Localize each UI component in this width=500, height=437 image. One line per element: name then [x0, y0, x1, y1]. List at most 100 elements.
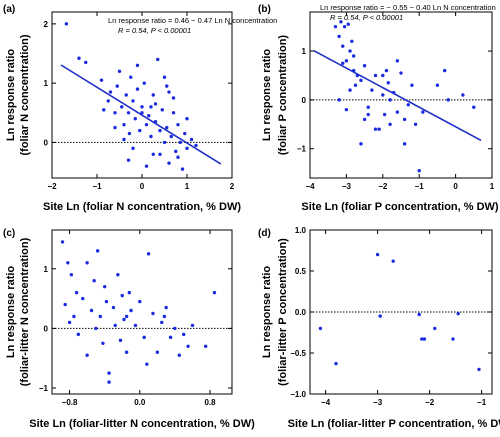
data-point [135, 63, 140, 68]
panel-d: (d) −4 −3 −2 −1 −1.0 −0.5 0.0 0.5 1.0 Site Ln (fol… [258, 226, 500, 430]
data-point [102, 108, 106, 112]
data-point [127, 131, 132, 136]
panel-label: (d) [258, 228, 271, 239]
x-axis-label: Site Ln (foliar N concentration, % DW) [43, 201, 241, 213]
x-tick-label: 1 [185, 182, 190, 191]
x-axis-label: Site Ln (foliar P concentration, % DW) [301, 201, 499, 213]
data-point [113, 125, 117, 130]
data-point [108, 90, 113, 94]
data-point [178, 140, 182, 145]
data-point [373, 73, 378, 78]
data-point [147, 114, 151, 118]
data-point [167, 90, 171, 94]
data-point [168, 335, 173, 340]
data-point [176, 155, 180, 159]
data-point [158, 152, 162, 156]
data-point [381, 93, 385, 97]
y-axis-label: Ln response ratio [261, 266, 273, 359]
data-point [122, 137, 126, 142]
data-point [417, 312, 421, 317]
panel-label: (a) [3, 4, 15, 15]
data-point [106, 99, 110, 103]
data-point [402, 117, 407, 122]
y-tick-label: 1 [44, 79, 49, 88]
data-point [126, 158, 131, 162]
y-tick-label: 1.0 [295, 226, 307, 235]
data-point [63, 302, 67, 307]
data-point [366, 105, 370, 109]
data-point [94, 326, 98, 331]
data-point [66, 261, 70, 265]
data-point [182, 332, 186, 337]
x-tick-label: −1 [415, 182, 425, 191]
data-point [104, 299, 109, 304]
data-point [433, 326, 437, 331]
data-point [99, 78, 104, 82]
data-point [382, 112, 387, 117]
plot-frame [309, 11, 493, 179]
data-point [351, 68, 356, 73]
data-point [391, 259, 395, 263]
data-point [124, 93, 128, 97]
data-point [151, 311, 155, 316]
data-point [174, 149, 178, 154]
data-point [388, 122, 392, 126]
data-point [212, 290, 217, 295]
data-point [183, 131, 187, 136]
data-point [167, 161, 171, 165]
data-point [173, 326, 177, 331]
data-point [451, 337, 455, 341]
regression-equation: Ln response ratio = − 0.55 − 0.40 Ln N c… [320, 3, 496, 12]
data-point [140, 111, 144, 115]
data-point [133, 323, 138, 328]
data-point [113, 111, 117, 115]
data-point [135, 87, 140, 91]
regression-stats: R = 0.54, P < 0.00001 [118, 26, 191, 35]
x-tick-label: −3 [373, 398, 383, 407]
data-point [333, 24, 338, 29]
data-point [162, 314, 167, 319]
data-point [113, 323, 117, 328]
data-point [165, 84, 169, 88]
data-point [126, 111, 131, 115]
data-point [151, 93, 155, 97]
x-tick-label: −2 [47, 182, 57, 191]
y-tick-label: −1 [39, 384, 49, 393]
x-tick-label: −3 [342, 182, 352, 191]
regression-line [313, 49, 482, 142]
data-point [342, 24, 347, 29]
data-point [107, 371, 111, 375]
data-point [420, 337, 424, 341]
data-point [72, 314, 76, 319]
data-point [399, 71, 403, 75]
data-point [169, 134, 173, 139]
data-point [373, 127, 378, 131]
panel-label: (b) [258, 4, 271, 15]
panel-c: (c) −0.8 0.0 0.8 −1 0 1 Site Ln (foliar-litter … [3, 228, 255, 430]
data-point [341, 44, 345, 48]
data-point [162, 75, 167, 79]
data-point [145, 362, 149, 366]
y-tick-label: −1 [297, 145, 307, 154]
x-axis-label: Site Ln (foliar-litter N concentration, … [29, 418, 255, 430]
data-point [370, 88, 374, 92]
x-tick-label: −1 [92, 182, 102, 191]
data-point [95, 249, 100, 253]
data-point [149, 105, 153, 109]
y-tick-label: 2 [44, 20, 49, 29]
data-point [149, 134, 153, 139]
data-point [472, 105, 476, 109]
x-tick-label: −4 [305, 182, 315, 191]
data-point [477, 367, 481, 372]
x-tick-label: −0.8 [62, 398, 78, 407]
y-tick-label: 0 [44, 138, 49, 147]
data-point [377, 127, 381, 131]
data-point [341, 61, 345, 65]
panel-b: (b) −4 −3 −2 −1 0 1 −1 0 1 Site Ln (foliar P conce… [258, 3, 499, 213]
data-point [142, 81, 146, 85]
data-point [127, 290, 131, 295]
y-axis-label-sub: (foliar P concentration) [277, 35, 289, 156]
data-point [435, 83, 440, 87]
data-point [189, 137, 194, 142]
